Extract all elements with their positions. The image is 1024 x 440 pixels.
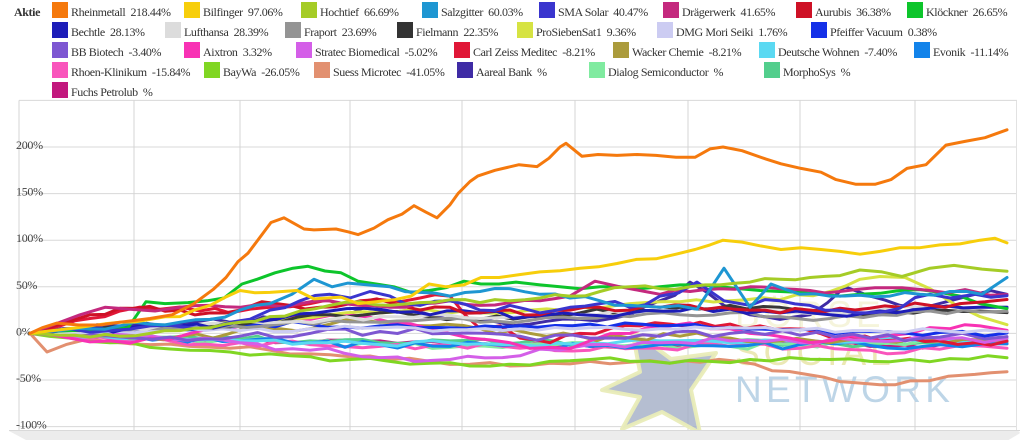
svg-text:-50%: -50% <box>16 371 41 385</box>
svg-text:150%: 150% <box>16 185 43 199</box>
svg-text:50%: 50% <box>16 278 37 292</box>
svg-text:200%: 200% <box>16 138 43 152</box>
svg-text:100%: 100% <box>16 231 43 245</box>
svg-text:NETWORK: NETWORK <box>735 369 954 410</box>
svg-text:-100%: -100% <box>16 418 47 432</box>
svg-text:0%: 0% <box>16 324 32 338</box>
